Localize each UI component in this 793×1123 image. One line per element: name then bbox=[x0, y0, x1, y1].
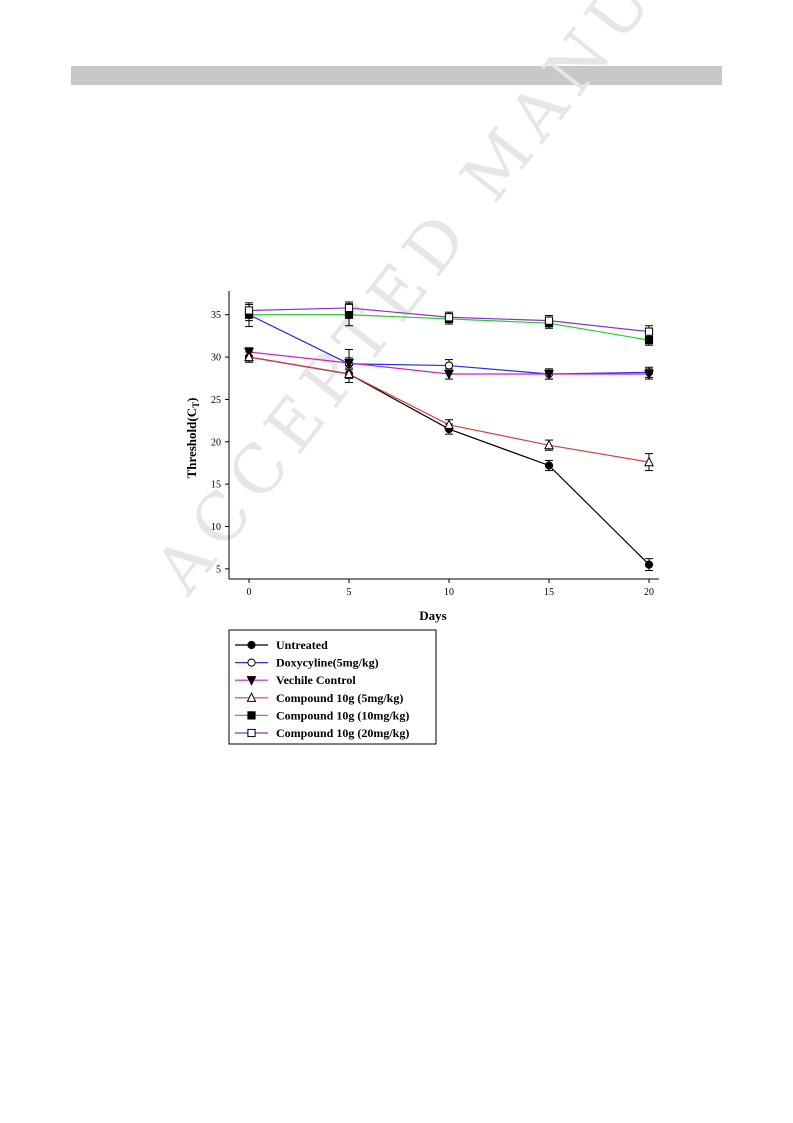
header-bar bbox=[71, 66, 722, 85]
x-tick-label: 15 bbox=[544, 587, 554, 598]
data-point bbox=[544, 439, 554, 450]
y-tick-label: 30 bbox=[211, 353, 221, 364]
data-point bbox=[644, 369, 654, 380]
data-point bbox=[247, 711, 256, 720]
x-tick-label: 5 bbox=[347, 587, 352, 598]
y-tick-label: 35 bbox=[211, 310, 221, 321]
x-axis-title: Days bbox=[419, 608, 446, 623]
series-3 bbox=[244, 347, 654, 380]
data-point bbox=[247, 658, 256, 667]
series-6 bbox=[244, 301, 654, 339]
legend: Untreated Doxycyline(5mg/kg) Vechile Contr… bbox=[228, 629, 437, 745]
data-point bbox=[444, 419, 454, 429]
axes: 5 10 15 20 25 30 35 0 5 10 15 20 bbox=[211, 291, 659, 598]
data-point bbox=[344, 358, 354, 369]
series-line bbox=[248, 356, 650, 566]
y-tick-label: 15 bbox=[211, 480, 221, 491]
data-point bbox=[644, 327, 654, 336]
legend-item: Compound 10g (5mg/kg) bbox=[235, 691, 403, 705]
legend-label: Compound 10g (10mg/kg) bbox=[276, 708, 409, 722]
data-point bbox=[644, 560, 654, 569]
legend-item: Vechile Control bbox=[235, 673, 356, 687]
legend-item: Untreated bbox=[235, 638, 328, 652]
data-point bbox=[246, 692, 257, 702]
y-axis-title-subscript: T bbox=[191, 402, 201, 408]
legend-label: Doxycyline(5mg/kg) bbox=[276, 656, 379, 670]
data-point bbox=[544, 461, 554, 470]
series-layer bbox=[244, 301, 654, 572]
data-point bbox=[344, 303, 354, 313]
data-point bbox=[644, 456, 654, 467]
legend-item: Doxycyline(5mg/kg) bbox=[235, 656, 379, 670]
legend-box bbox=[228, 629, 437, 745]
data-point bbox=[244, 306, 254, 315]
x-tick-label: 10 bbox=[444, 587, 454, 598]
legend-item: Compound 10g (20mg/kg) bbox=[235, 726, 409, 740]
data-point bbox=[444, 313, 454, 322]
y-tick-label: 10 bbox=[211, 522, 221, 533]
data-point bbox=[246, 676, 257, 686]
legend-label: Compound 10g (5mg/kg) bbox=[276, 691, 403, 705]
data-point bbox=[247, 640, 256, 650]
series-4 bbox=[244, 351, 654, 472]
legend-label: Vechile Control bbox=[276, 673, 356, 687]
y-axis-title: Threshold(CT) bbox=[184, 398, 201, 479]
x-tick-label: 20 bbox=[644, 587, 654, 598]
x-tick-label: 0 bbox=[247, 587, 252, 598]
data-point bbox=[544, 316, 554, 325]
y-axis-title-main: Threshold(C bbox=[184, 408, 199, 479]
y-axis-title-close: ) bbox=[184, 398, 199, 402]
legend-label: Untreated bbox=[276, 638, 328, 652]
data-point bbox=[344, 368, 354, 379]
data-point bbox=[247, 728, 256, 738]
data-point bbox=[444, 369, 454, 380]
y-tick-label: 5 bbox=[216, 564, 221, 575]
legend-item: Compound 10g (10mg/kg) bbox=[235, 708, 409, 722]
data-point bbox=[444, 361, 454, 370]
data-point bbox=[244, 351, 254, 362]
series-1 bbox=[244, 351, 654, 572]
data-point bbox=[544, 369, 554, 380]
y-tick-label: 20 bbox=[211, 437, 221, 448]
legend-label: Compound 10g (20mg/kg) bbox=[276, 726, 409, 740]
y-tick-label: 25 bbox=[211, 395, 221, 406]
